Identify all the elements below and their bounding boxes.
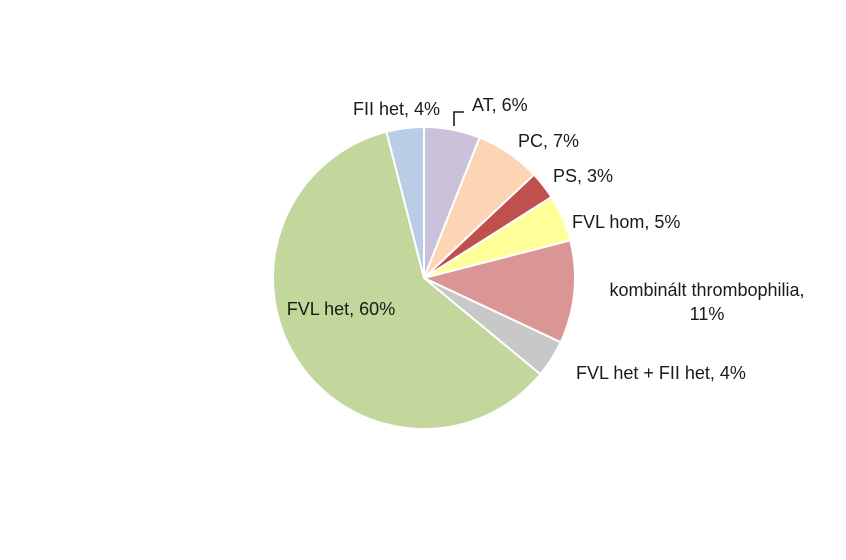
pie-slice-kombin-lt-thrombophilia [421, 239, 577, 344]
data-label-kombin-lt-thrombophilia: kombinált thrombophilia, 11% [609, 280, 804, 324]
data-label-at: AT, 6% [472, 95, 528, 115]
pie-slice-fvl-het [272, 130, 542, 430]
data-label-fvl-hom: FVL hom, 5% [572, 212, 680, 232]
data-label-fvl-het: FVL het, 60% [287, 299, 395, 319]
pie-slices [272, 125, 577, 430]
data-label-fvl-het-fii-het: FVL het + FII het, 4% [576, 363, 746, 383]
leader-line-at [453, 111, 464, 126]
data-labels: AT, 6% PC, 7% PS, 3% FVL hom, 5% kombinált t… [287, 95, 805, 383]
data-label-ps: PS, 3% [553, 166, 613, 186]
data-label-pc: PC, 7% [518, 131, 579, 151]
pie-slice-fii-het [385, 125, 425, 279]
leader-lines [453, 111, 464, 126]
data-label-fii-het: FII het, 4% [353, 99, 440, 119]
